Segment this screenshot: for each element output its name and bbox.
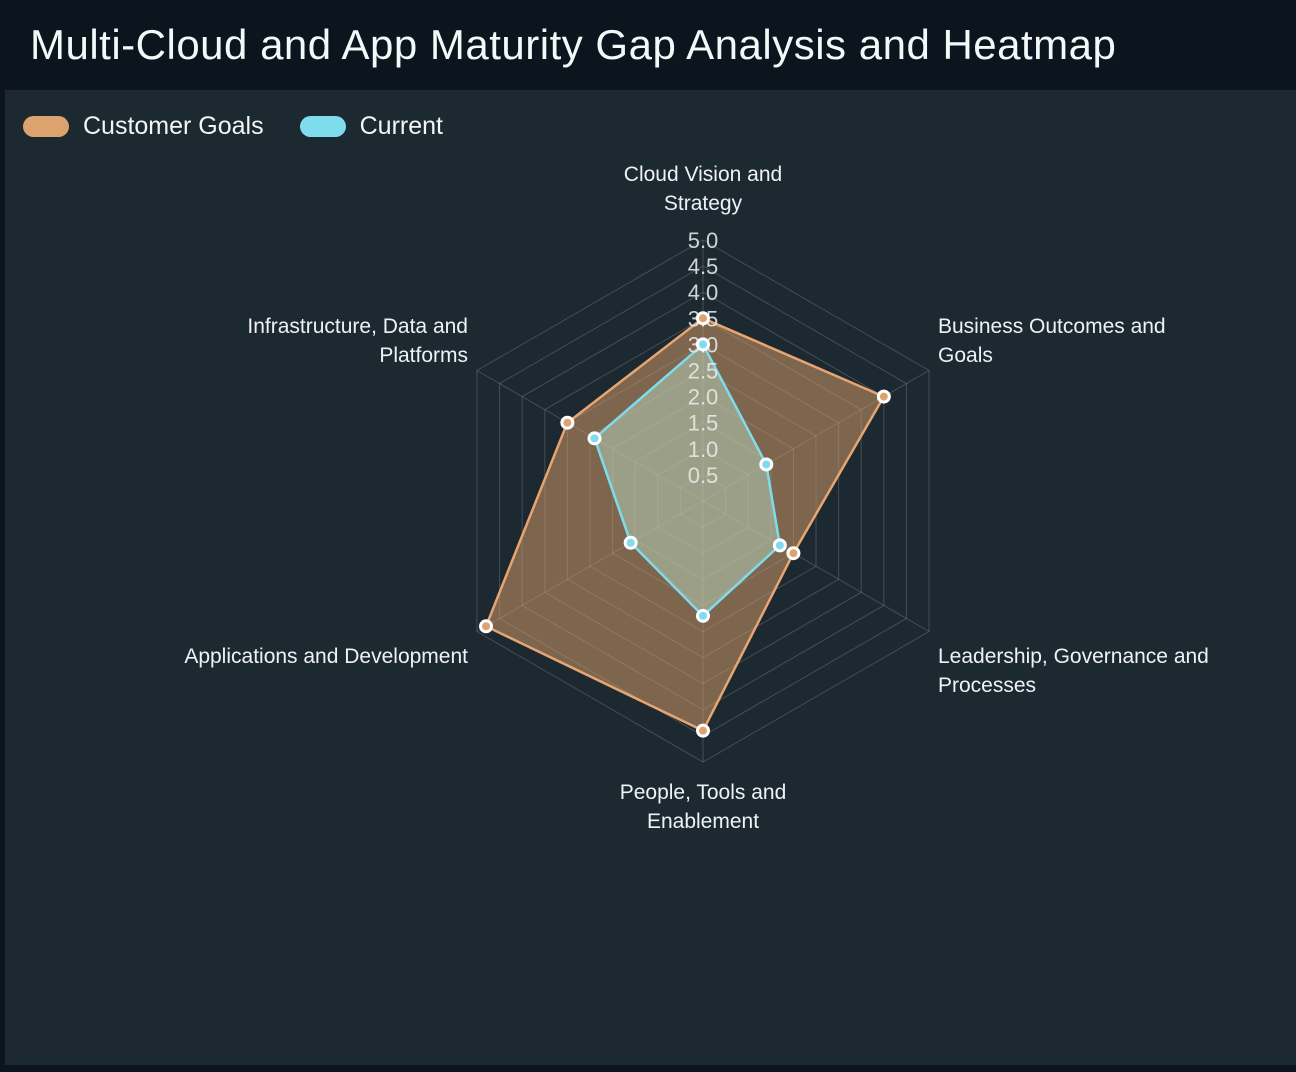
data-point[interactable] bbox=[696, 311, 710, 326]
markers-customer-goals bbox=[479, 311, 891, 738]
radial-tick-label: 4.0 bbox=[688, 280, 719, 305]
chart-legend: Customer Goals Current bbox=[23, 112, 443, 141]
legend-item-current[interactable]: Current bbox=[299, 112, 443, 141]
radial-tick-label: 2.0 bbox=[688, 385, 719, 410]
radial-tick-label: 2.5 bbox=[688, 359, 719, 384]
title-bar: Multi-Cloud and App Maturity Gap Analysi… bbox=[0, 0, 1296, 90]
data-point[interactable] bbox=[587, 431, 602, 446]
data-point[interactable] bbox=[786, 546, 801, 561]
legend-label: Current bbox=[359, 112, 443, 140]
markers-current bbox=[587, 337, 787, 623]
data-point[interactable] bbox=[759, 457, 774, 472]
chart-panel: Customer Goals Current bbox=[5, 90, 1296, 1065]
category-label-3: People, Tools and Enablement bbox=[620, 781, 787, 833]
category-label-2: Leadership, Governance and Processes bbox=[938, 645, 1209, 697]
data-point[interactable] bbox=[772, 538, 787, 553]
radial-tick-label: 5.0 bbox=[688, 228, 719, 253]
category-label-1: Business Outcomes and Goals bbox=[938, 315, 1166, 367]
category-labels: Cloud Vision and Strategy Business Outcome… bbox=[184, 163, 1209, 833]
radial-tick-label: 1.0 bbox=[688, 437, 719, 462]
data-point[interactable] bbox=[560, 415, 575, 430]
data-point[interactable] bbox=[696, 723, 710, 738]
radial-tick-label: 0.5 bbox=[688, 463, 719, 488]
radial-tick-label: 4.5 bbox=[688, 254, 719, 279]
data-point[interactable] bbox=[696, 608, 710, 623]
radial-tick-label: 1.5 bbox=[688, 411, 719, 436]
category-label-5: Infrastructure, Data and Platforms bbox=[247, 315, 468, 367]
data-point[interactable] bbox=[479, 619, 494, 634]
category-label-0: Cloud Vision and Strategy bbox=[624, 163, 782, 215]
data-point[interactable] bbox=[623, 535, 638, 550]
legend-swatch bbox=[23, 116, 69, 137]
legend-swatch bbox=[299, 116, 346, 137]
legend-label: Customer Goals bbox=[83, 112, 264, 140]
page-title: Multi-Cloud and App Maturity Gap Analysi… bbox=[30, 21, 1117, 68]
data-point[interactable] bbox=[696, 337, 710, 352]
radial-tick-labels: 0.51.01.52.02.53.03.54.04.55.0 bbox=[688, 228, 719, 488]
data-point[interactable] bbox=[876, 389, 891, 404]
category-label-4: Applications and Development bbox=[184, 645, 468, 668]
legend-item-customer-goals[interactable]: Customer Goals bbox=[23, 112, 264, 141]
